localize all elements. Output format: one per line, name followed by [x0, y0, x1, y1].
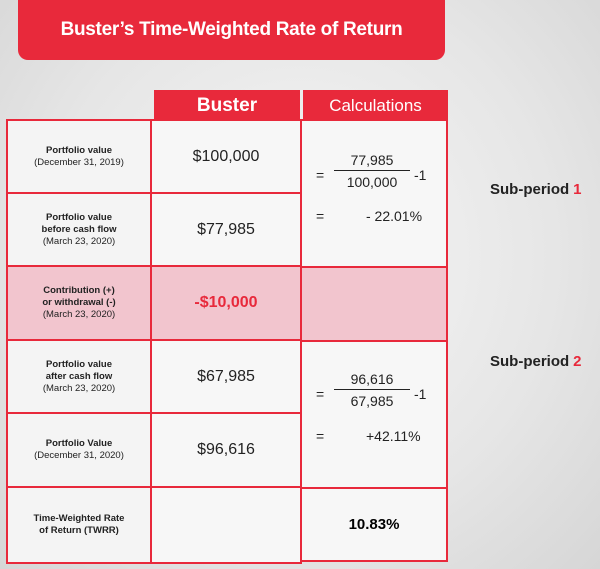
row-value: $100,000	[150, 119, 302, 194]
calc-cell	[300, 266, 448, 342]
row-label: Portfolio value after cash flow (March 23,…	[6, 339, 152, 414]
label-line: Portfolio value	[46, 144, 112, 156]
label-line: Portfolio Value	[45, 438, 113, 449]
numerator: 77,985	[334, 152, 410, 171]
header: Calculations	[303, 90, 448, 121]
header: Buster	[154, 90, 300, 121]
equals: =	[316, 167, 325, 183]
twrr-result: 10.83%	[300, 487, 448, 562]
fraction: 96,616 67,985	[334, 371, 410, 409]
equals: =	[316, 386, 325, 402]
sub-period-number: 2	[573, 353, 582, 370]
row-value: $77,985	[150, 192, 302, 267]
calc-cell	[300, 340, 448, 489]
row-value: $96,616	[150, 412, 302, 488]
label-line: (December 31, 2019)	[34, 156, 124, 168]
row-label: Time-Weighted Rate of Return (TWRR)	[6, 486, 152, 564]
row-label: Portfolio value (December 31, 2019)	[6, 119, 152, 194]
denominator: 67,985	[350, 393, 394, 409]
numerator: 96,616	[334, 371, 410, 390]
row-label: Portfolio value before cash flow (March 23…	[6, 192, 152, 267]
sub-period-text: Sub-period	[490, 353, 570, 370]
label-line: before cash flow	[41, 223, 117, 235]
label-line: of Return (TWRR)	[39, 525, 119, 536]
row-label: Contribution (+) or withdrawal (-) (March …	[6, 265, 152, 341]
sub-period-number: 1	[573, 181, 582, 198]
label-line: Contribution (+)	[43, 285, 115, 296]
sub-period: Sub-period 1	[490, 181, 582, 198]
label-line: Portfolio value	[46, 358, 112, 370]
row-value	[150, 486, 302, 564]
sub-period: Sub-period 2	[490, 353, 582, 370]
row-value: $67,985	[150, 339, 302, 414]
label-line: (March 23, 2020)	[42, 235, 116, 247]
denominator: 100,000	[346, 174, 398, 190]
equals: =	[316, 208, 325, 224]
minus-one: -1	[414, 386, 427, 402]
label-line: (December 31, 2020)	[34, 450, 124, 461]
calc-cell	[300, 119, 448, 268]
label-line: after cash flow	[45, 370, 113, 382]
row-label: Portfolio Value (December 31, 2020)	[6, 412, 152, 488]
equals: =	[316, 428, 325, 444]
label-line: Portfolio value	[46, 211, 112, 223]
result: - 22.01%	[366, 208, 423, 224]
title: Buster’s Time-Weighted Rate of Return	[18, 0, 445, 60]
label-line: Time-Weighted Rate	[33, 513, 125, 524]
sub-period-text: Sub-period	[490, 181, 570, 198]
label-line: or withdrawal (-)	[42, 297, 116, 308]
row-value: -$10,000	[150, 265, 302, 341]
result: +42.11%	[366, 428, 421, 444]
minus-one: -1	[414, 167, 427, 183]
fraction: 77,985 100,000	[334, 152, 410, 190]
label-line: (March 23, 2020)	[42, 382, 116, 394]
label-line: (March 23, 2020)	[42, 309, 116, 320]
